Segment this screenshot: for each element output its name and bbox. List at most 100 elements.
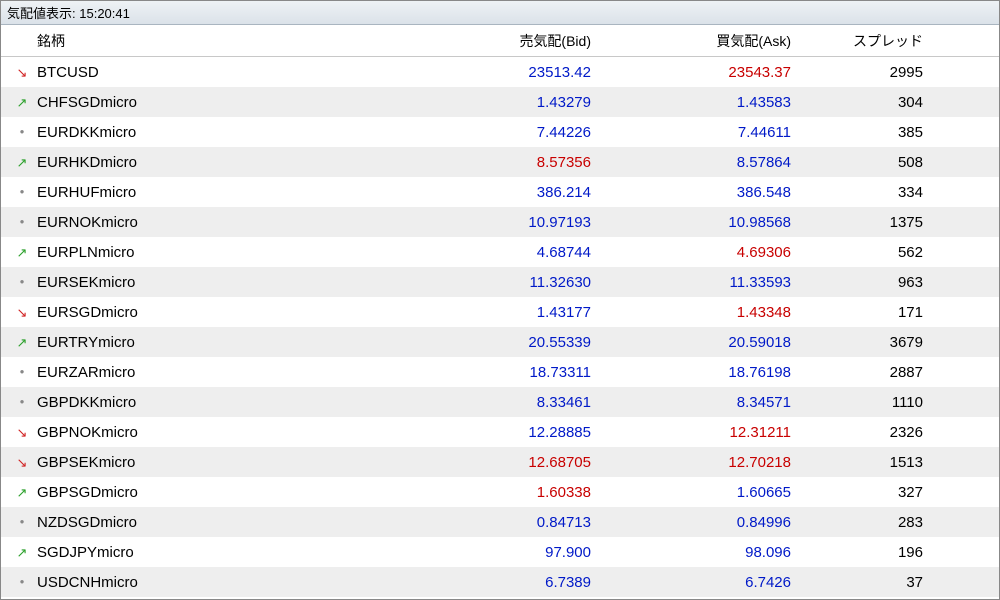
- symbol-name: EURSEKmicro: [37, 274, 135, 291]
- symbol-name: EURZARmicro: [37, 364, 135, 381]
- bid-value: 8.33461: [401, 394, 601, 411]
- bid-value: 6.7389: [401, 574, 601, 591]
- quote-row[interactable]: ● NZDSGDmicro 0.847130.84996283: [1, 507, 999, 537]
- title-prefix: 気配値表示:: [7, 6, 76, 21]
- bid-value: 97.900: [401, 544, 601, 561]
- arrow-down-icon: ↘: [15, 426, 29, 439]
- quote-row[interactable]: ●EURHUFmicro386.214386.548334: [1, 177, 999, 207]
- titlebar[interactable]: 気配値表示: 15:20:41: [1, 1, 999, 25]
- symbol-name: EURTRYmicro: [37, 334, 135, 351]
- quote-row[interactable]: ●USDCNHmicro6.73896.742637: [1, 567, 999, 597]
- bid-value: 4.68744: [401, 244, 601, 261]
- spread-value: 1513: [801, 454, 941, 471]
- bid-value: 8.57356: [401, 154, 601, 171]
- bid-value: 23513.42: [401, 64, 601, 81]
- spread-value: 963: [801, 274, 941, 291]
- symbol-name: EURHKDmicro: [37, 154, 137, 171]
- dot-icon: ●: [15, 578, 29, 586]
- title-timestamp: 15:20:41: [79, 6, 130, 21]
- ask-value: 4.69306: [601, 244, 801, 261]
- quote-row[interactable]: ↗ EURHKDmicro 8.573568.57864508: [1, 147, 999, 177]
- quote-row[interactable]: ↗EURPLNmicro4.687444.69306562: [1, 237, 999, 267]
- bid-value: 20.55339: [401, 334, 601, 351]
- ask-value: 7.44611: [601, 124, 801, 141]
- spread-value: 283: [801, 514, 941, 531]
- symbol-name: GBPSEKmicro: [37, 454, 135, 471]
- column-header-symbol[interactable]: 銘柄: [1, 31, 401, 51]
- ask-value: 20.59018: [601, 334, 801, 351]
- symbol-name: EURPLNmicro: [37, 244, 135, 261]
- spread-value: 1110: [801, 394, 941, 411]
- symbol-name: EURHUFmicro: [37, 184, 136, 201]
- dot-icon: ●: [15, 398, 29, 406]
- symbol-name: SGDJPYmicro: [37, 544, 134, 561]
- ask-value: 98.096: [601, 544, 801, 561]
- ask-value: 1.60665: [601, 484, 801, 501]
- arrow-up-icon: ↗: [15, 486, 29, 499]
- symbol-name: EURDKKmicro: [37, 124, 136, 141]
- ask-value: 386.548: [601, 184, 801, 201]
- market-watch-window: 気配値表示: 15:20:41 銘柄 売気配(Bid) 買気配(Ask) スプレ…: [0, 0, 1000, 600]
- spread-value: 327: [801, 484, 941, 501]
- quote-row[interactable]: ●EURNOKmicro10.9719310.985681375: [1, 207, 999, 237]
- ask-value: 6.7426: [601, 574, 801, 591]
- arrow-down-icon: ↘: [15, 306, 29, 319]
- ask-value: 1.43348: [601, 304, 801, 321]
- bid-value: 7.44226: [401, 124, 601, 141]
- arrow-up-icon: ↗: [15, 96, 29, 109]
- dot-icon: ●: [15, 188, 29, 196]
- symbol-name: NZDSGDmicro: [37, 514, 137, 531]
- symbol-name: GBPNOKmicro: [37, 424, 138, 441]
- ask-value: 12.70218: [601, 454, 801, 471]
- spread-value: 385: [801, 124, 941, 141]
- dot-icon: ●: [15, 128, 29, 136]
- dot-icon: ●: [15, 518, 29, 526]
- arrow-up-icon: ↗: [15, 246, 29, 259]
- quote-row[interactable]: ↘ GBPNOKmicro 12.2888512.312112326: [1, 417, 999, 447]
- ask-value: 8.57864: [601, 154, 801, 171]
- symbol-name: EURNOKmicro: [37, 214, 138, 231]
- quote-row[interactable]: ●EURZARmicro18.7331118.761982887: [1, 357, 999, 387]
- quote-row[interactable]: ●GBPDKKmicro8.334618.345711110: [1, 387, 999, 417]
- spread-value: 2326: [801, 424, 941, 441]
- arrow-up-icon: ↗: [15, 336, 29, 349]
- quote-row[interactable]: ● EURDKKmicro 7.442267.44611385: [1, 117, 999, 147]
- ask-value: 1.43583: [601, 94, 801, 111]
- spread-value: 508: [801, 154, 941, 171]
- column-header-bid[interactable]: 売気配(Bid): [401, 31, 601, 51]
- bid-value: 1.43279: [401, 94, 601, 111]
- quote-row[interactable]: ● EURSEKmicro 11.3263011.33593963: [1, 267, 999, 297]
- spread-value: 171: [801, 304, 941, 321]
- spread-value: 1375: [801, 214, 941, 231]
- quote-row[interactable]: ↗EURTRYmicro20.5533920.590183679: [1, 327, 999, 357]
- quote-row[interactable]: ↗SGDJPYmicro97.90098.096196: [1, 537, 999, 567]
- quote-row[interactable]: ↘EURSGDmicro1.431771.43348171: [1, 297, 999, 327]
- ask-value: 0.84996: [601, 514, 801, 531]
- arrow-down-icon: ↘: [15, 456, 29, 469]
- symbol-name: BTCUSD: [37, 64, 99, 81]
- ask-value: 12.31211: [601, 424, 801, 441]
- column-header-spread[interactable]: スプレッド: [801, 31, 941, 51]
- spread-value: 2995: [801, 64, 941, 81]
- arrow-up-icon: ↗: [15, 156, 29, 169]
- ask-value: 11.33593: [601, 274, 801, 291]
- quotes-list: ↘ BTCUSD 23513.4223543.372995 ↗CHFSGDmicro1…: [1, 57, 999, 599]
- bid-value: 0.84713: [401, 514, 601, 531]
- quote-row[interactable]: ↘ BTCUSD 23513.4223543.372995: [1, 57, 999, 87]
- ask-value: 23543.37: [601, 64, 801, 81]
- arrow-up-icon: ↗: [15, 546, 29, 559]
- arrow-down-icon: ↘: [15, 66, 29, 79]
- column-header-ask[interactable]: 買気配(Ask): [601, 31, 801, 51]
- ask-value: 8.34571: [601, 394, 801, 411]
- quote-row[interactable]: ↗CHFSGDmicro1.432791.43583304: [1, 87, 999, 117]
- dot-icon: ●: [15, 218, 29, 226]
- quote-row[interactable]: ↘ GBPSEKmicro 12.6870512.702181513: [1, 447, 999, 477]
- bid-value: 11.32630: [401, 274, 601, 291]
- dot-icon: ●: [15, 278, 29, 286]
- bid-value: 1.43177: [401, 304, 601, 321]
- bid-value: 12.68705: [401, 454, 601, 471]
- bid-value: 12.28885: [401, 424, 601, 441]
- symbol-name: USDCNHmicro: [37, 574, 138, 591]
- spread-value: 2887: [801, 364, 941, 381]
- quote-row[interactable]: ↗GBPSGDmicro1.603381.60665327: [1, 477, 999, 507]
